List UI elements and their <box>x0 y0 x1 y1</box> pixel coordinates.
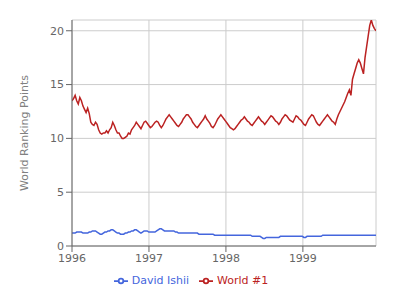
svg-text:1998: 1998 <box>212 252 240 265</box>
html-text:World #1: World #1 <box>217 274 269 287</box>
svg-text:1999: 1999 <box>289 252 317 265</box>
svg-text:20: 20 <box>50 25 64 38</box>
svg-text:1996: 1996 <box>58 252 86 265</box>
svg-text:15: 15 <box>50 78 64 91</box>
svg-text:World Ranking Points: World Ranking Points <box>18 75 31 191</box>
svg-text:0: 0 <box>57 240 64 253</box>
html-text:David Ishii: David Ishii <box>131 274 189 287</box>
svg-text:5: 5 <box>57 186 64 199</box>
svg-text:10: 10 <box>50 132 64 145</box>
svg-text:1997: 1997 <box>135 252 163 265</box>
